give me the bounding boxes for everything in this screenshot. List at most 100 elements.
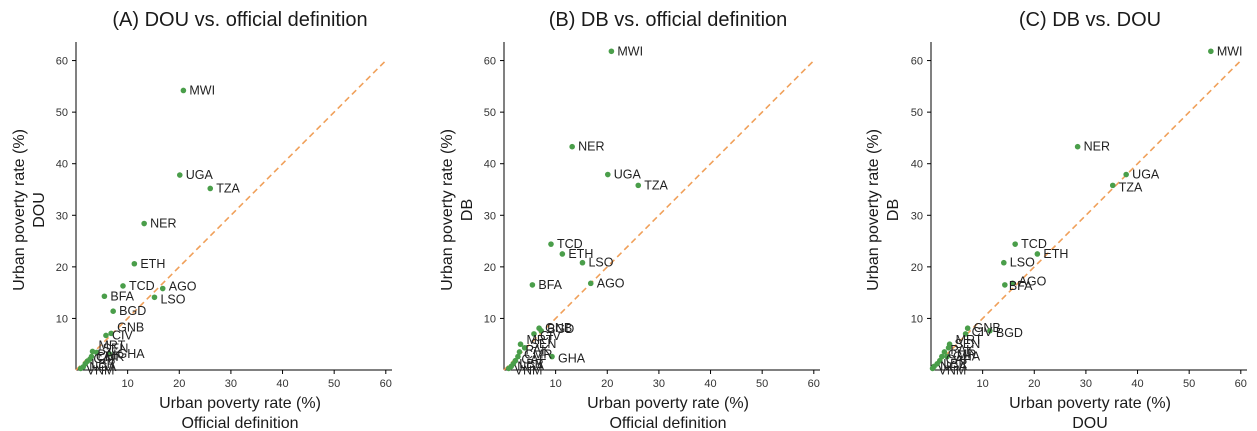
data-point-uga xyxy=(176,172,183,178)
data-point-ner xyxy=(569,143,575,150)
data-point-bfa xyxy=(529,282,536,288)
point-label-pak: PAK xyxy=(525,343,550,357)
data-point-gha xyxy=(549,353,555,360)
data-point-ago xyxy=(587,280,594,287)
x-tick-label: 10 xyxy=(550,378,562,390)
y-tick-label: 40 xyxy=(56,159,68,171)
point-label-caf: CAF xyxy=(946,353,971,367)
data-point-pak xyxy=(516,349,523,355)
reference-line xyxy=(75,60,387,371)
data-point-lso xyxy=(1001,259,1007,266)
y-tick-label: 50 xyxy=(484,107,496,119)
x-tick-label: 20 xyxy=(601,378,613,390)
panel-a-title: (A) DOU vs. official definition xyxy=(112,9,367,31)
point-label-gnb: GNB xyxy=(117,320,144,334)
point-label-ner: NER xyxy=(1084,140,1110,154)
panel-a-xlabel-line2: Official definition xyxy=(181,415,298,431)
data-point-mwi xyxy=(180,87,187,94)
x-tick-label: 50 xyxy=(328,378,340,390)
y-tick-label: 60 xyxy=(56,56,68,68)
point-label-nga: NGA xyxy=(940,359,968,373)
y-tick-label: 20 xyxy=(484,262,496,274)
data-point-tcd xyxy=(120,283,126,289)
point-label-sen: SEN xyxy=(531,337,557,351)
data-point-gha xyxy=(106,351,113,357)
point-label-ner: NER xyxy=(578,140,604,154)
x-tick-label: 20 xyxy=(1028,378,1040,390)
data-point-uga xyxy=(1123,171,1129,178)
point-label-gha: GHA xyxy=(118,347,146,361)
panel-a-ylabel-line2: DOU xyxy=(31,192,48,228)
panel-b-xlabel-line2: Official definition xyxy=(609,415,726,431)
data-point-civ xyxy=(103,332,109,339)
data-point-mwi xyxy=(608,48,615,55)
point-label-bgd: BGD xyxy=(547,322,574,336)
point-label-gha: GHA xyxy=(953,350,981,364)
point-label-vnm: VNM xyxy=(939,363,967,377)
y-tick-label: 30 xyxy=(56,210,68,222)
data-point-gnb xyxy=(108,330,114,337)
y-tick-label: 50 xyxy=(56,107,68,119)
data-point-ago xyxy=(1009,280,1016,287)
point-label-uga: UGA xyxy=(186,168,214,182)
data-point-sen xyxy=(521,345,528,351)
data-point-cmr xyxy=(515,353,521,360)
data-point-pak xyxy=(941,349,948,355)
y-tick-label: 40 xyxy=(484,159,496,171)
point-label-lbr: LBR xyxy=(943,357,967,371)
data-point-tza xyxy=(635,182,642,189)
point-label-sen: SEN xyxy=(103,341,129,355)
data-point-tcd xyxy=(548,241,554,247)
point-label-tcd: TCD xyxy=(129,279,155,293)
x-tick-label: 30 xyxy=(1080,378,1092,390)
point-label-tza: TZA xyxy=(644,178,668,192)
panel-a-ylabel-line1: Urban poverty rate (%) xyxy=(11,129,28,291)
point-label-mwi: MWI xyxy=(189,83,215,97)
x-tick-label: 50 xyxy=(1183,378,1195,390)
point-label-bgd: BGD xyxy=(996,326,1023,340)
point-label-cmr: CMR xyxy=(524,348,552,362)
data-point-bgd xyxy=(110,308,116,315)
point-label-bgd: BGD xyxy=(119,304,146,318)
y-tick-label: 10 xyxy=(484,313,496,325)
point-label-gnb: GNB xyxy=(974,321,1001,335)
y-tick-label: 60 xyxy=(484,56,496,68)
point-label-civ: CIV xyxy=(972,325,994,339)
point-label-cmr: CMR xyxy=(948,348,976,362)
data-point-eth xyxy=(559,251,566,257)
point-label-eth: ETH xyxy=(140,257,165,271)
data-point-bgd xyxy=(987,328,993,334)
data-point-tza xyxy=(207,185,214,192)
point-label-lbr: LBR xyxy=(519,357,543,371)
point-label-mrt: MRT xyxy=(99,338,126,352)
x-tick-label: 60 xyxy=(808,378,820,390)
data-point-lso xyxy=(151,294,158,301)
data-point-bfa xyxy=(1002,282,1008,288)
point-label-pak: PAK xyxy=(97,348,122,362)
panel-c-ylabel-line2: DB xyxy=(885,199,902,221)
panel-c-ylabel-line1: Urban poverty rate (%) xyxy=(865,129,882,291)
panel-a: (A) DOU vs. official definition Urban po… xyxy=(11,9,392,431)
data-point-civ xyxy=(962,331,969,337)
data-point-sen xyxy=(945,345,952,351)
y-tick-label: 30 xyxy=(484,210,496,222)
point-label-bfa: BFA xyxy=(110,289,134,303)
data-point-lso xyxy=(579,259,586,266)
x-tick-label: 10 xyxy=(977,378,989,390)
x-tick-label: 60 xyxy=(1235,378,1247,390)
point-label-uga: UGA xyxy=(614,168,642,182)
panel-a-xlabel-line1: Urban poverty rate (%) xyxy=(159,395,321,412)
data-point-vnm xyxy=(77,365,84,372)
data-point-bgd xyxy=(538,328,544,334)
point-label-mrt: MRT xyxy=(956,333,983,347)
panel-b-ylabel-line1: Urban poverty rate (%) xyxy=(439,129,456,291)
x-tick-label: 10 xyxy=(122,378,134,390)
point-label-tcd: TCD xyxy=(557,237,583,251)
x-tick-label: 40 xyxy=(704,378,716,390)
data-point-ner xyxy=(1074,143,1081,150)
data-point-mrt xyxy=(517,341,524,348)
